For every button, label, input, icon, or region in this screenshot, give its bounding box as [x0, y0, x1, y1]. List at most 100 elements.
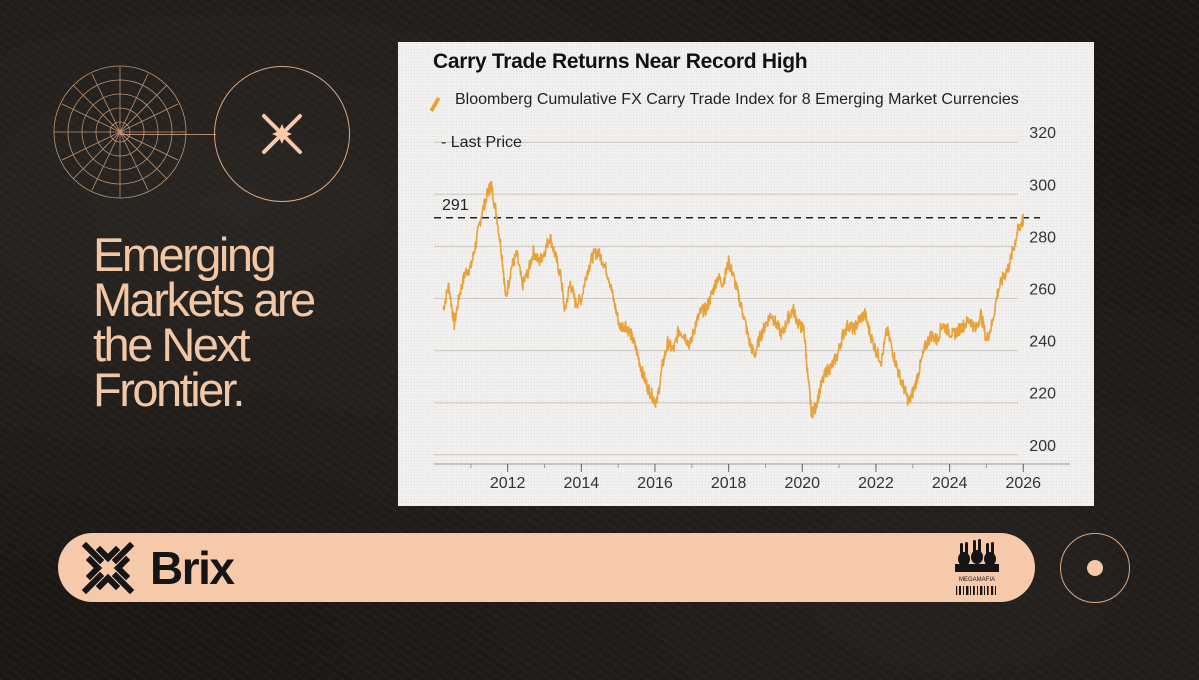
data-point: [481, 211, 483, 214]
y-tick-label: 260: [1029, 282, 1056, 299]
data-point: [661, 365, 663, 367]
data-point: [908, 402, 910, 404]
data-point: [891, 350, 894, 352]
data-point: [652, 396, 654, 399]
data-point: [464, 271, 466, 274]
data-point: [711, 292, 713, 294]
data-point: [728, 261, 730, 263]
data-point: [814, 407, 816, 409]
x-tick-label: 2016: [637, 475, 673, 492]
data-point: [516, 253, 518, 255]
data-point: [820, 386, 822, 388]
data-point: [947, 329, 949, 331]
dot-icon: [1087, 560, 1103, 576]
y-tick-label: 200: [1029, 438, 1056, 455]
megamafia-bunnies-icon: MEGAMAFIA: [955, 539, 999, 595]
data-point: [886, 329, 888, 331]
data-point: [486, 193, 488, 195]
data-point: [842, 334, 844, 336]
data-point: [597, 251, 599, 253]
data-point: [580, 297, 582, 300]
data-point: [858, 318, 860, 320]
data-point: [853, 329, 855, 331]
dot-circle: [1060, 533, 1130, 603]
legend-label: Bloomberg Cumulative FX Carry Trade Inde…: [455, 91, 1019, 108]
y-tick-label: 240: [1029, 334, 1056, 351]
data-point: [549, 235, 551, 237]
data-point: [694, 323, 697, 326]
data-point: [647, 386, 649, 388]
y-tick-label: 280: [1029, 229, 1056, 246]
data-point: [700, 310, 702, 313]
data-point: [602, 261, 604, 263]
data-point: [1002, 277, 1004, 279]
data-point: [630, 334, 632, 336]
data-point: [875, 350, 877, 352]
partner-logo-text: MEGAMAFIA: [959, 577, 995, 583]
y-tick-label: 300: [1029, 177, 1056, 194]
data-point: [775, 323, 778, 326]
data-point: [538, 261, 540, 263]
data-point: [930, 334, 932, 336]
data-point: [770, 313, 772, 315]
y-tick-label: 220: [1029, 386, 1056, 403]
star-circle: [214, 66, 350, 202]
data-point: [847, 323, 849, 326]
x-tick-label: 2014: [564, 475, 600, 492]
data-point: [442, 308, 444, 310]
reference-line-label: 291: [442, 197, 469, 214]
headline-line: Markets are: [93, 273, 316, 326]
data-point: [619, 326, 621, 328]
data-point: [656, 402, 658, 404]
x-tick-label: 2018: [711, 475, 747, 492]
data-point: [925, 344, 927, 346]
data-point: [586, 271, 588, 274]
data-point: [880, 360, 883, 362]
data-point: [748, 339, 750, 341]
chart-title: Carry Trade Returns Near Record High: [433, 50, 808, 73]
headline-line: Emerging: [93, 228, 277, 281]
data-point: [903, 386, 905, 388]
data-point: [803, 329, 805, 331]
data-point: [678, 329, 680, 331]
headline: Emerging Markets are the Next Frontier.: [93, 228, 393, 416]
chart-card: 200 220 240 260 280 300 320 2012 2014 2016 2018 202…: [398, 42, 1094, 506]
data-point: [564, 310, 566, 313]
data-point: [897, 370, 899, 372]
data-point: [969, 318, 971, 320]
data-point: [836, 355, 838, 357]
data-point: [792, 308, 794, 310]
data-point: [689, 344, 691, 346]
data-point: [1007, 266, 1010, 268]
data-point: [641, 370, 643, 372]
data-point: [475, 240, 477, 242]
data-point: [636, 350, 638, 352]
data-point: [448, 284, 450, 287]
legend-sublabel: - Last Price: [441, 134, 522, 151]
data-point: [914, 386, 916, 388]
data-point: [974, 329, 977, 331]
data-point: [705, 308, 708, 310]
compass-grid-icon: [53, 65, 187, 199]
data-point: [717, 277, 719, 279]
x-tick-label: 2026: [1005, 475, 1041, 492]
data-point: [807, 376, 809, 378]
x-tick-label: 2024: [932, 475, 968, 492]
data-point: [864, 313, 866, 315]
data-point: [459, 292, 461, 294]
data-point: [996, 292, 999, 294]
data-point: [554, 256, 557, 258]
sparkle-star-icon: [262, 114, 302, 154]
data-point: [608, 277, 610, 279]
data-point: [505, 297, 507, 300]
data-point: [1013, 245, 1015, 247]
data-point: [991, 323, 993, 326]
data-point: [591, 256, 593, 258]
data-point: [453, 323, 455, 326]
headline-line: Frontier.: [93, 363, 245, 416]
data-point: [936, 339, 938, 341]
data-point: [810, 412, 813, 414]
data-point: [958, 329, 960, 331]
data-point: [787, 318, 789, 320]
data-point: [831, 365, 833, 367]
